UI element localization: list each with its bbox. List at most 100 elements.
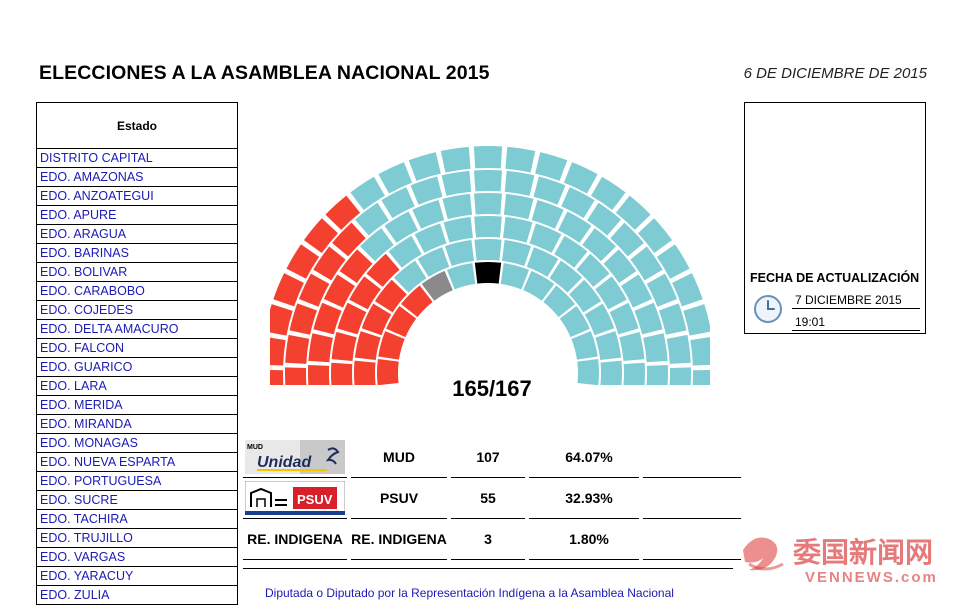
seat	[638, 218, 673, 254]
state-link[interactable]: EDO. MONAGAS	[37, 434, 237, 453]
state-link[interactable]: EDO. NUEVA ESPARTA	[37, 453, 237, 472]
seat	[692, 369, 710, 385]
state-link[interactable]: EDO. MERIDA	[37, 396, 237, 415]
state-link[interactable]: EDO. ARAGUA	[37, 225, 237, 244]
state-link[interactable]: EDO. SUCRE	[37, 491, 237, 510]
state-link[interactable]: EDO. FALCON	[37, 339, 237, 358]
seat	[526, 247, 559, 277]
party-seats: 107	[476, 448, 500, 465]
state-link[interactable]: EDO. PORTUGUESA	[37, 472, 237, 491]
state-link[interactable]: EDO. COJEDES	[37, 301, 237, 320]
state-link[interactable]: EDO. BOLIVAR	[37, 263, 237, 282]
seat	[374, 279, 407, 313]
seat	[442, 193, 473, 220]
results-divider	[243, 568, 733, 569]
seat	[474, 238, 502, 261]
seat	[393, 260, 427, 293]
state-link[interactable]: EDO. DELTA AMACURO	[37, 320, 237, 339]
seat	[621, 274, 653, 308]
seat-hemicycle	[270, 146, 710, 385]
psuv-logo: PSUV	[245, 481, 345, 515]
party-name: MUD	[383, 448, 415, 465]
result-row-psuv[interactable]: PSUV PSUV 55 32.93%	[243, 478, 741, 519]
seat	[559, 306, 590, 338]
footnote-link[interactable]: Diputada o Diputado por la Representació…	[265, 586, 674, 600]
seat	[529, 223, 562, 253]
svg-text:VENNEWS.com: VENNEWS.com	[805, 569, 938, 586]
state-link[interactable]: EDO. YARACUY	[37, 567, 237, 586]
update-panel: FECHA DE ACTUALIZACIÓN 7 DICIEMBRE 2015 …	[744, 102, 926, 334]
seat	[600, 360, 622, 385]
state-link[interactable]: EDO. ZULIA	[37, 586, 237, 605]
seat	[270, 337, 286, 366]
seat	[331, 331, 357, 362]
seat	[582, 228, 616, 262]
unidad-logo: MUD Unidad	[245, 440, 345, 474]
seat	[298, 273, 330, 307]
seat	[531, 199, 564, 229]
seat	[355, 202, 389, 236]
seat	[634, 302, 663, 335]
seat	[366, 253, 400, 287]
seat	[523, 270, 555, 301]
result-row-indigena[interactable]: RE. INDIGENA RE. INDIGENA 3 1.80%	[243, 519, 741, 560]
seat	[615, 195, 651, 230]
seat	[349, 276, 381, 310]
seat	[683, 304, 710, 336]
svg-text:PSUV: PSUV	[297, 492, 333, 507]
seat	[643, 333, 668, 363]
seat	[285, 334, 310, 364]
party-percent: 1.80%	[569, 530, 609, 547]
seat	[503, 193, 534, 220]
state-link[interactable]: DISTRITO CAPITAL	[37, 149, 237, 168]
seat	[386, 306, 417, 338]
state-link[interactable]: EDO. TACHIRA	[37, 510, 237, 529]
seat	[504, 170, 535, 196]
seat	[414, 223, 447, 253]
seat	[361, 303, 392, 336]
seat	[388, 235, 422, 268]
seat	[444, 240, 475, 266]
results-table: MUD Unidad MUD 107 64.07% PSUV PSUV 55 3…	[243, 437, 741, 560]
seat	[549, 260, 583, 293]
state-link[interactable]: EDO. MIRANDA	[37, 415, 237, 434]
state-link[interactable]: EDO. LARA	[37, 377, 237, 396]
state-link[interactable]: EDO. GUARICO	[37, 358, 237, 377]
seat	[533, 176, 566, 205]
seat	[354, 360, 376, 385]
party-name: PSUV	[379, 489, 419, 506]
states-list: DISTRITO CAPITAL EDO. AMAZONAS EDO. ANZOAT…	[37, 149, 237, 605]
seat	[410, 176, 443, 205]
clock-icon	[754, 295, 782, 323]
seat	[658, 303, 687, 335]
state-link[interactable]: EDO. CARABOBO	[37, 282, 237, 301]
seat	[412, 199, 445, 229]
seat	[285, 367, 307, 385]
page-title: ELECCIONES A LA ASAMBLEA NACIONAL 2015	[39, 62, 490, 84]
seat	[323, 274, 355, 308]
seat	[360, 228, 394, 262]
seat	[646, 364, 668, 385]
state-link[interactable]: EDO. APURE	[37, 206, 237, 225]
seat	[350, 176, 385, 210]
update-label: FECHA DE ACTUALIZACIÓN	[750, 271, 920, 285]
seat	[313, 246, 346, 281]
state-link[interactable]: EDO. TRUJILLO	[37, 529, 237, 548]
seat	[623, 362, 645, 385]
seat	[571, 331, 598, 360]
seat	[273, 273, 304, 307]
state-link[interactable]: EDO. AMAZONAS	[37, 168, 237, 187]
seat	[501, 240, 532, 266]
result-row-mud[interactable]: MUD Unidad MUD 107 64.07%	[243, 437, 741, 478]
seat	[595, 331, 622, 361]
state-link[interactable]: EDO. BARINAS	[37, 244, 237, 263]
seat	[561, 187, 595, 219]
party-seats: 55	[480, 489, 496, 506]
seat	[535, 152, 568, 181]
seat	[401, 285, 433, 318]
seat	[270, 304, 293, 336]
seat	[473, 170, 503, 192]
states-table: Estado DISTRITO CAPITAL EDO. AMAZONAS EDO.…	[36, 102, 238, 605]
state-link[interactable]: EDO. VARGAS	[37, 548, 237, 567]
state-link[interactable]: EDO. ANZOATEGUI	[37, 187, 237, 206]
